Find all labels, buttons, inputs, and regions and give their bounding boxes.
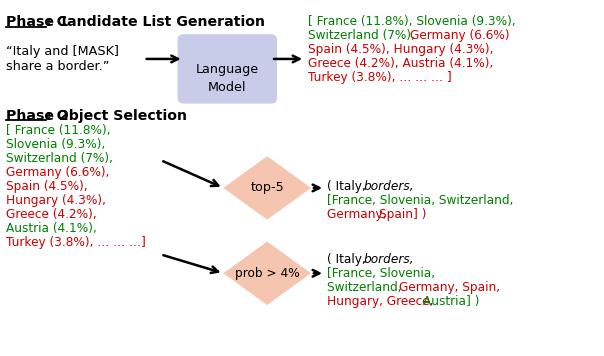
- Text: Switzerland,: Switzerland,: [327, 281, 405, 294]
- Text: Germany (6.6%),: Germany (6.6%),: [7, 166, 110, 179]
- Text: Germany (6.6%): Germany (6.6%): [410, 29, 509, 42]
- Text: [ France (11.8%), Slovenia (9.3%),: [ France (11.8%), Slovenia (9.3%),: [308, 15, 516, 28]
- Text: ( Italy,: ( Italy,: [327, 180, 370, 193]
- Text: Slovenia (9.3%),: Slovenia (9.3%),: [7, 138, 106, 151]
- Text: Austria] ): Austria] ): [423, 295, 480, 308]
- Text: Switzerland (7%),: Switzerland (7%),: [308, 29, 415, 42]
- Text: ( Italy,: ( Italy,: [327, 253, 370, 266]
- Text: share a border.”: share a border.”: [7, 60, 110, 73]
- Text: Germany, Spain,: Germany, Spain,: [399, 281, 500, 294]
- Text: : Object Selection: : Object Selection: [46, 109, 187, 122]
- Text: Greece (4.2%),: Greece (4.2%),: [7, 208, 97, 221]
- Text: Greece (4.2%), Austria (4.1%),: Greece (4.2%), Austria (4.1%),: [308, 57, 493, 70]
- Text: : Candidate List Generation: : Candidate List Generation: [46, 15, 265, 29]
- Text: [France, Slovenia,: [France, Slovenia,: [327, 267, 435, 280]
- Text: Turkey (3.8%), … … …]: Turkey (3.8%), … … …]: [7, 236, 146, 248]
- Text: Phase 1: Phase 1: [7, 15, 69, 29]
- Text: prob > 4%: prob > 4%: [235, 267, 300, 280]
- Text: borders,: borders,: [364, 253, 414, 266]
- Text: Phase 2: Phase 2: [7, 109, 69, 122]
- Text: borders,: borders,: [364, 180, 414, 193]
- Polygon shape: [223, 156, 311, 220]
- Polygon shape: [223, 241, 311, 305]
- FancyBboxPatch shape: [178, 34, 277, 104]
- Text: Hungary, Greece,: Hungary, Greece,: [327, 295, 437, 308]
- Text: “Italy and [MASK]: “Italy and [MASK]: [7, 45, 119, 58]
- Text: Spain (4.5%), Hungary (4.3%),: Spain (4.5%), Hungary (4.3%),: [308, 43, 493, 56]
- Text: Austria (4.1%),: Austria (4.1%),: [7, 222, 97, 235]
- Text: [France, Slovenia, Switzerland,: [France, Slovenia, Switzerland,: [327, 194, 513, 207]
- Text: top-5: top-5: [250, 182, 284, 194]
- Text: Germany,: Germany,: [327, 208, 390, 221]
- Text: Hungary (4.3%),: Hungary (4.3%),: [7, 194, 106, 207]
- Text: Turkey (3.8%), … … … ]: Turkey (3.8%), … … … ]: [308, 71, 452, 84]
- Text: [ France (11.8%),: [ France (11.8%),: [7, 124, 111, 137]
- Text: Switzerland (7%),: Switzerland (7%),: [7, 152, 113, 165]
- Text: Language
Model: Language Model: [196, 63, 259, 94]
- Text: Spain] ): Spain] ): [379, 208, 426, 221]
- Text: Spain (4.5%),: Spain (4.5%),: [7, 180, 88, 193]
